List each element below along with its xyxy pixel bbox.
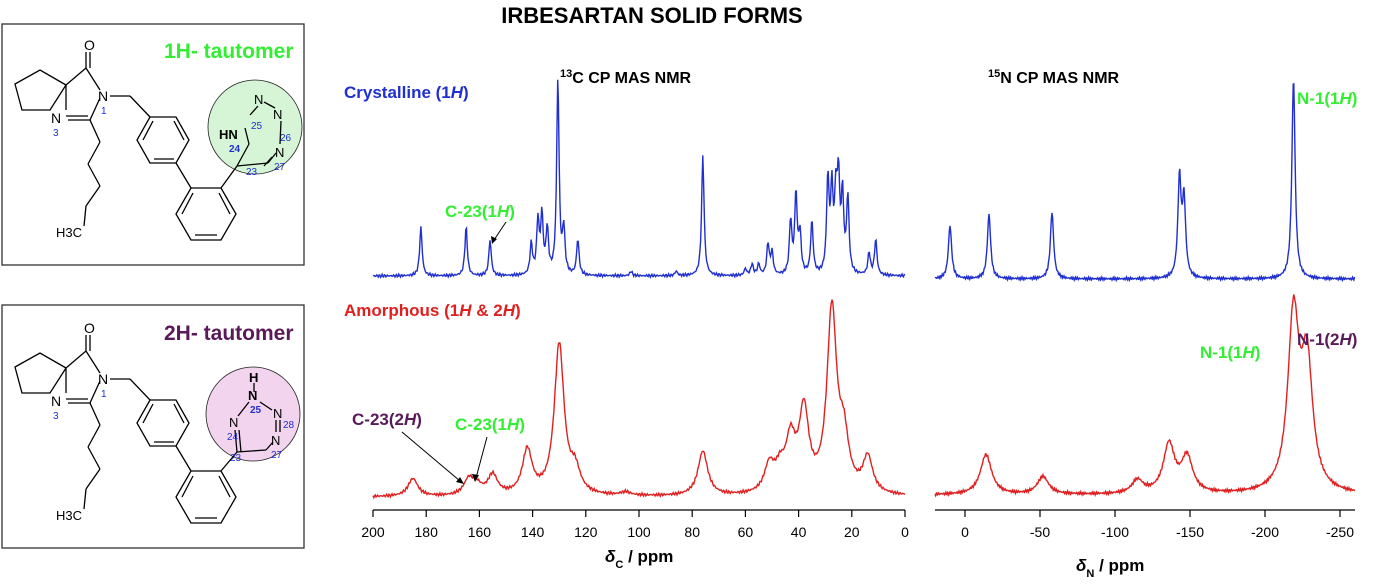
atom-N24: N xyxy=(229,415,238,430)
figure-title: IRBESARTAN SOLID FORMS xyxy=(501,3,802,28)
annotation-c23-2h: C-23(2H) xyxy=(352,410,422,429)
atom-N3: N xyxy=(51,110,61,126)
atom-num-1: 1 xyxy=(101,389,107,400)
x-tick-label: 100 xyxy=(627,524,651,540)
structure-panel-1h: 1H- tautomer xyxy=(1,23,305,266)
atom-num-25: 25 xyxy=(250,405,262,416)
n15-header: 15N CP MAS NMR xyxy=(988,68,1120,87)
atom-num-24: 24 xyxy=(229,144,241,155)
atom-HN: HN xyxy=(219,127,238,142)
x-tick-label: -200 xyxy=(1251,524,1279,540)
x-tick-label: 40 xyxy=(791,524,807,540)
spectrum-line-amorphous xyxy=(372,299,906,500)
c13-x-axis: 200 180 160 140 120 100 80 60 40 20 0 xyxy=(361,509,909,540)
n15-spectra xyxy=(934,82,1356,498)
atom-num-27: 27 xyxy=(274,162,286,173)
x-tick-label: 20 xyxy=(844,524,860,540)
annotation-arrow xyxy=(401,431,461,482)
atom-num-25: 25 xyxy=(251,121,263,132)
atom-num-27: 27 xyxy=(271,450,283,461)
atom-num-26: 26 xyxy=(280,133,292,144)
atom-N3: N xyxy=(51,393,61,409)
crystalline-label: Crystalline (1H) xyxy=(344,83,469,102)
atom-N27: N xyxy=(271,433,280,448)
c13-header: 13C CP MAS NMR xyxy=(560,68,692,87)
arrowhead xyxy=(456,477,464,484)
x-tick-label: 180 xyxy=(415,524,439,540)
structure-panel-2h: 2H- tautomer xyxy=(1,304,305,549)
atom-N25: N xyxy=(248,388,257,403)
atom-O: O xyxy=(84,320,95,336)
atom-num-24: 24 xyxy=(227,432,239,443)
x-tick-label: 120 xyxy=(574,524,598,540)
x-tick-label: 60 xyxy=(738,524,754,540)
spectrum-line-amorphous xyxy=(934,294,1356,498)
atom-N28: N xyxy=(273,406,282,421)
n15-x-axis: 0 -50 -100 -150 -200 -250 xyxy=(935,509,1355,540)
annotation-arrow xyxy=(475,436,488,479)
x-tick-label: 140 xyxy=(521,524,545,540)
x-tick-label: 80 xyxy=(684,524,700,540)
atom-num-3: 3 xyxy=(53,411,59,422)
atom-N1: N xyxy=(98,371,108,387)
annotation-n1-2h-bottom: N-1(2H) xyxy=(1297,330,1357,349)
atom-N26: N xyxy=(273,107,282,122)
annotation-c23-1h-top: C-23(1H) xyxy=(445,202,515,221)
x-tick-label: 0 xyxy=(961,524,969,540)
spectrum-line-crystalline xyxy=(372,79,906,279)
x-tick-label: 200 xyxy=(361,524,385,540)
x-tick-label: -100 xyxy=(1101,524,1129,540)
arrowhead xyxy=(472,474,479,482)
annotation-n1-1h-bottom: N-1(1H) xyxy=(1200,343,1260,362)
atom-num-23: 23 xyxy=(246,167,258,178)
tautomer-label-1h: 1H- tautomer xyxy=(164,40,294,63)
atom-O: O xyxy=(84,37,95,53)
spectrum-line-crystalline xyxy=(934,82,1356,283)
atom-num-23: 23 xyxy=(230,453,242,464)
atom-num-3: 3 xyxy=(53,128,59,139)
annotation-arrow xyxy=(493,221,507,241)
atom-N27: N xyxy=(275,145,284,160)
x-tick-label: -50 xyxy=(1030,524,1050,540)
x-tick-label: 160 xyxy=(468,524,492,540)
atom-num-28: 28 xyxy=(283,420,295,431)
c13-axis-label: δC / ppm xyxy=(605,547,673,571)
annotation-c23-1h-bottom: C-23(1H) xyxy=(455,415,525,434)
atom-CH3: H3C xyxy=(56,225,82,240)
atom-N1: N xyxy=(98,88,108,104)
x-tick-label: -250 xyxy=(1326,524,1354,540)
annotation-n1-1h-top: N-1(1H) xyxy=(1297,89,1357,108)
amorphous-label: Amorphous (1H & 2H) xyxy=(344,301,521,320)
atom-CH3: H3C xyxy=(56,508,82,523)
x-tick-label: 0 xyxy=(901,524,909,540)
arrowhead xyxy=(491,236,497,244)
molecule-bonds xyxy=(14,52,282,241)
molecule-bonds xyxy=(14,335,281,524)
atom-num-1: 1 xyxy=(101,106,107,117)
n15-axis-label: δN / ppm xyxy=(1076,556,1144,580)
tetrazole-highlight-circle xyxy=(207,79,303,175)
c13-spectra xyxy=(372,79,906,500)
atom-H: H xyxy=(249,370,258,385)
tautomer-label-2h: 2H- tautomer xyxy=(164,322,294,345)
atom-N25: N xyxy=(254,92,263,107)
x-tick-label: -150 xyxy=(1176,524,1204,540)
tetrazole-highlight-circle xyxy=(205,366,301,462)
